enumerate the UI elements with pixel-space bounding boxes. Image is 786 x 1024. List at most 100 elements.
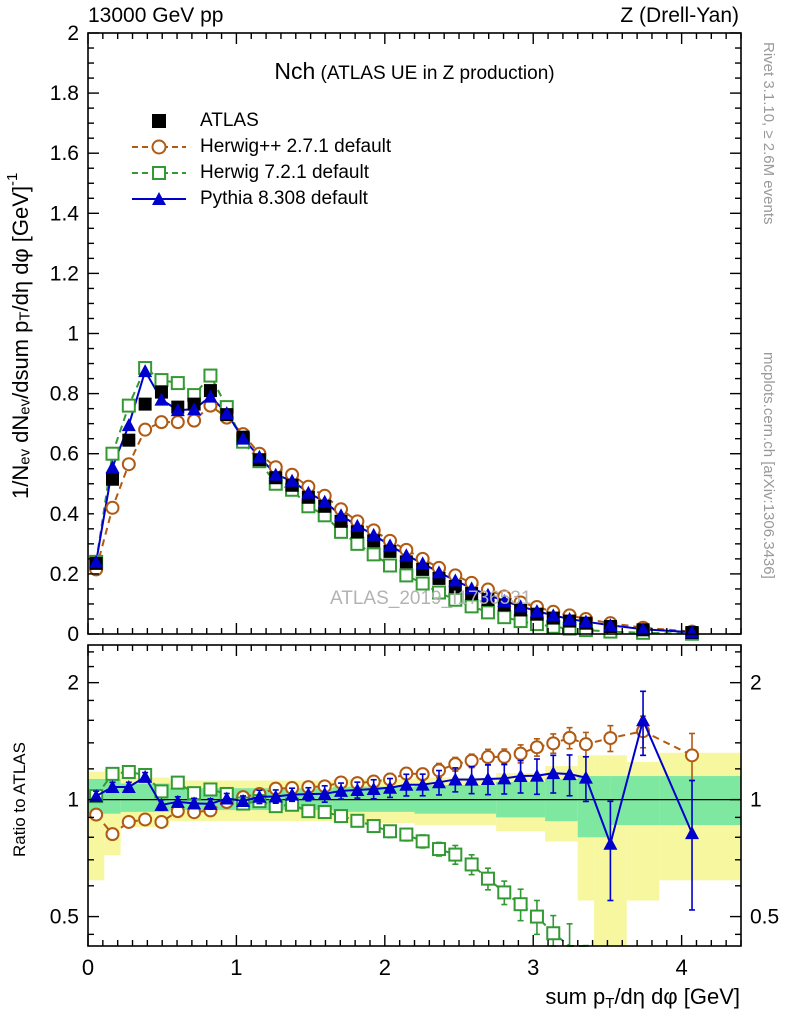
marker-square-open [350, 813, 365, 828]
marker-triangle-filled [497, 771, 512, 785]
ratio-y-tick-label: 1 [67, 789, 79, 812]
marker-circle-open [334, 502, 349, 517]
marker-square-open [219, 786, 234, 801]
marker-square-open [529, 909, 544, 924]
marker-square-filled [171, 400, 185, 414]
uncertainty-band-outer [251, 780, 333, 822]
marker-triangle-filled [366, 781, 381, 795]
marker-square-open [636, 625, 651, 640]
marker-square-filled [122, 433, 136, 447]
marker-square-open [301, 499, 316, 514]
marker-triangle-filled [236, 431, 251, 445]
marker-triangle-filled [546, 608, 561, 622]
marker-square-open [252, 454, 267, 469]
marker-triangle-filled [154, 392, 169, 406]
y-tick-label: 0.8 [50, 383, 79, 406]
uncertainty-band-outer [332, 778, 415, 824]
marker-triangle-filled [562, 611, 577, 625]
marker-triangle-filled [219, 406, 234, 420]
legend-item[interactable]: ATLAS [130, 108, 391, 134]
rivet-version-label: Rivet 3.1.10, ≥ 2.6M events [760, 42, 777, 225]
marker-square-open [154, 373, 169, 388]
marker-circle-open [603, 731, 618, 746]
uncertainty-band-outer [659, 752, 741, 881]
uncertainty-band-inner [332, 786, 415, 812]
uncertainty-band-inner [88, 778, 121, 814]
marker-circle-open [383, 772, 398, 787]
legend-item[interactable]: Herwig++ 2.7.1 default [130, 134, 391, 160]
uncertainty-band-outer [577, 755, 595, 901]
marker-triangle-filled [154, 797, 169, 811]
marker-square-open [546, 926, 561, 941]
marker-square-open [513, 897, 528, 912]
marker-square-open [562, 621, 577, 636]
ratio-line [95, 717, 693, 848]
marker-triangle-filled [685, 625, 700, 639]
y-tick-label: 0.2 [50, 563, 79, 586]
x-tick-label: 2 [379, 955, 391, 980]
marker-square-filled [236, 430, 250, 444]
plot-title: Nch (ATLAS UE in Z production) [274, 58, 555, 84]
marker-square-open [187, 786, 202, 801]
marker-square-open [317, 805, 332, 820]
marker-triangle-filled [89, 789, 104, 803]
marker-circle-open [170, 415, 185, 430]
marker-circle-open [105, 827, 120, 842]
marker-square-filled [138, 397, 152, 411]
marker-triangle-filled [480, 771, 495, 785]
marker-circle-open [350, 514, 365, 529]
marker-square-filled [154, 385, 168, 399]
uncertainty-band-outer [496, 773, 546, 832]
marker-circle-open [236, 790, 251, 805]
marker-circle-open [187, 413, 202, 428]
marker-square-open [415, 834, 430, 849]
marker-circle-open [685, 748, 700, 763]
marker-triangle-filled [513, 769, 528, 783]
marker-square-open [105, 446, 120, 461]
marker-triangle-filled [334, 508, 349, 522]
marker-circle-open [236, 427, 251, 442]
marker-circle-open [285, 467, 300, 482]
marker-square-filled [563, 614, 577, 628]
mcplots-ref-label: mcplots.cern.ch [arXiv:1306.3436] [760, 352, 777, 579]
marker-circle-open [285, 781, 300, 796]
marker-square-filled [89, 556, 103, 570]
marker-circle-open [317, 779, 332, 794]
marker-triangle-filled [89, 554, 104, 568]
header-left: 13000 GeV pp [88, 4, 224, 27]
marker-triangle-filled [187, 796, 202, 810]
marker-circle-open [529, 599, 544, 614]
marker-square-open [350, 536, 365, 551]
marker-square-open [121, 764, 136, 779]
marker-triangle-filled [138, 769, 153, 783]
marker-triangle-filled [301, 787, 316, 801]
marker-circle-open [366, 774, 381, 789]
marker-triangle-filled [219, 791, 234, 805]
x-tick-label: 4 [676, 955, 688, 980]
marker-circle-open [562, 608, 577, 623]
marker-square-open [89, 554, 104, 569]
marker-square-filled [187, 397, 201, 411]
marker-square-open [170, 775, 185, 790]
marker-triangle-filled [578, 770, 593, 784]
legend-marker-square-open [132, 166, 186, 180]
legend-item[interactable]: Herwig 7.2.1 default [130, 160, 391, 186]
legend-label: Herwig++ 2.7.1 default [200, 136, 392, 157]
uncertainty-band-inner [120, 783, 170, 812]
marker-circle-open [252, 786, 267, 801]
uncertainty-band-inner [545, 778, 578, 822]
marker-circle-open [546, 736, 561, 751]
x-tick-label: 1 [230, 955, 242, 980]
marker-circle-open [366, 523, 381, 538]
marker-square-filled [285, 478, 299, 492]
marker-circle-open [464, 753, 479, 768]
legend-marker-square-filled [152, 114, 166, 128]
marker-square-open [170, 376, 185, 391]
y-tick-label: 1.6 [50, 142, 79, 165]
marker-triangle-filled [578, 614, 593, 628]
legend-item[interactable]: Pythia 8.308 default [130, 186, 391, 212]
marker-triangle-filled [383, 780, 398, 794]
legend-marker-circle-open [132, 139, 186, 155]
uncertainty-band-outer [120, 777, 170, 828]
marker-triangle-filled [334, 783, 349, 797]
